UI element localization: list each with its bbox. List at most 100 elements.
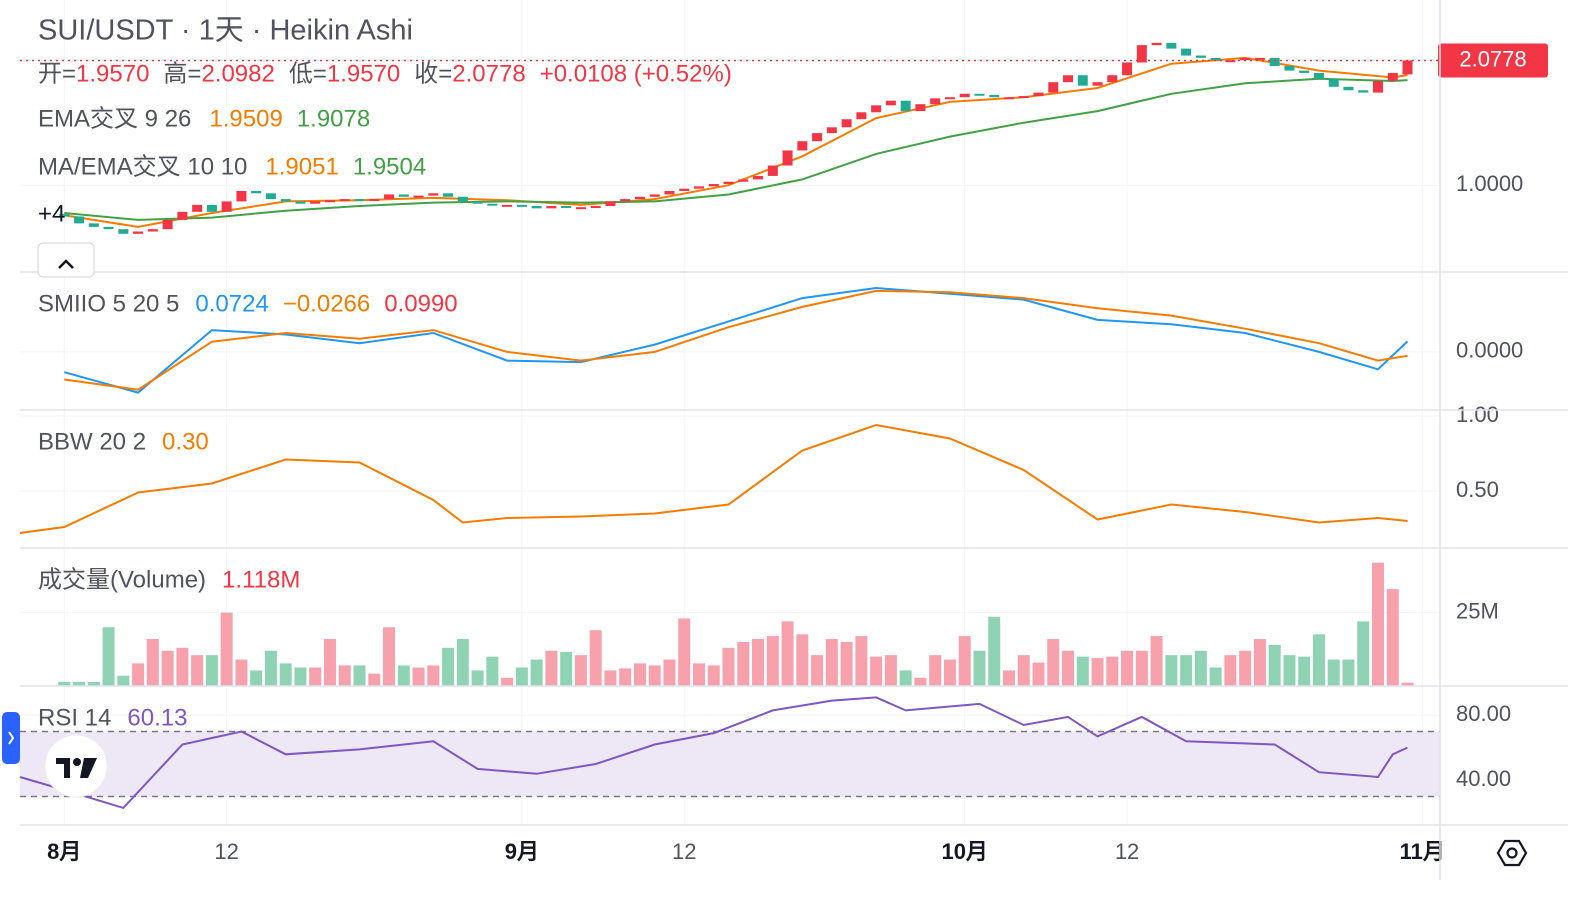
volume-bar — [456, 639, 469, 686]
ohlc-label: 低= — [289, 60, 327, 87]
candle — [133, 231, 144, 234]
candle — [472, 201, 483, 204]
indicator-value: −0.0266 — [283, 290, 370, 317]
y-tick-label: 40.00 — [1456, 766, 1511, 791]
candle — [1254, 57, 1265, 60]
candle — [1018, 96, 1029, 99]
volume-bar — [1268, 644, 1281, 686]
indicator-line — [64, 77, 1408, 221]
volume-bar — [1253, 639, 1266, 686]
candle — [1063, 75, 1074, 83]
logo[interactable] — [44, 734, 108, 798]
candle — [265, 193, 276, 200]
candle — [649, 194, 660, 197]
indicator-value: 1.9051 — [265, 153, 338, 180]
candle — [767, 165, 778, 176]
volume-bar — [737, 641, 750, 686]
volume-bar — [648, 665, 661, 686]
candle — [74, 216, 85, 224]
settings-button[interactable] — [1496, 839, 1528, 867]
volume-bar — [191, 655, 204, 686]
candle — [398, 194, 409, 197]
volume-bar — [176, 647, 189, 686]
candle — [856, 112, 867, 120]
volume-bar — [368, 673, 381, 686]
volume-bar — [604, 670, 617, 686]
last-price-badge — [1438, 43, 1548, 78]
candle — [812, 133, 823, 142]
logo-circle[interactable] — [44, 734, 108, 798]
indicator-name: SMIIO 5 20 5 — [38, 290, 179, 317]
candle — [457, 196, 468, 202]
candle — [1048, 82, 1059, 93]
volume-bar — [294, 667, 307, 686]
candle — [1269, 57, 1280, 66]
volume-bar — [766, 636, 779, 686]
settings-icon[interactable] — [1496, 839, 1528, 867]
volume-bar — [943, 659, 956, 686]
indicator-value: 1.9509 — [209, 105, 282, 132]
indicator-name: EMA交叉 9 26 — [38, 105, 191, 132]
volume-bar — [471, 670, 484, 686]
volume-bar — [929, 655, 942, 686]
candle — [1358, 90, 1369, 93]
candle — [88, 223, 99, 227]
indicator-line — [64, 289, 1408, 391]
candle — [1092, 82, 1103, 86]
candle — [206, 204, 217, 212]
volume-bar — [1283, 655, 1296, 686]
candle — [1343, 86, 1354, 91]
volume-bar — [988, 616, 1001, 686]
volume-bar — [1224, 655, 1237, 686]
volume-bar — [146, 639, 159, 686]
candle — [428, 193, 439, 196]
candle — [1181, 48, 1192, 56]
candle — [339, 199, 350, 202]
y-tick-label: 1.00 — [1456, 402, 1499, 427]
candle — [1299, 70, 1310, 73]
candle — [295, 201, 306, 204]
volume-bar — [811, 655, 824, 686]
y-tick-label: 80.00 — [1456, 701, 1511, 726]
volume-bar — [958, 636, 971, 686]
side-tab-box[interactable] — [2, 712, 20, 764]
volume-bar — [87, 681, 100, 686]
volume-bar — [132, 663, 145, 686]
candle — [1313, 72, 1324, 79]
volume-bar — [973, 650, 986, 686]
ohlc-label: 开= — [38, 60, 76, 87]
volume-bar — [442, 647, 455, 686]
candle — [118, 229, 129, 234]
volume-bar — [707, 665, 720, 686]
side-tab-icon — [8, 731, 15, 745]
candle — [59, 214, 70, 217]
candle — [1151, 42, 1162, 46]
volume-bar — [338, 665, 351, 686]
candle — [1122, 62, 1133, 76]
volume-bar — [914, 677, 927, 686]
side-tab[interactable] — [2, 712, 20, 764]
volume-bar — [1135, 650, 1148, 686]
volume-bar — [1047, 639, 1060, 686]
indicator-line — [19, 423, 1408, 534]
indicator-value: 1.9504 — [353, 153, 426, 180]
volume-bar — [235, 659, 248, 686]
candle — [413, 195, 424, 198]
candle — [1003, 97, 1014, 100]
candle — [384, 194, 395, 200]
volume-bar — [205, 655, 218, 686]
candle — [162, 219, 173, 230]
volume-bar — [1342, 659, 1355, 686]
candle — [324, 200, 335, 203]
x-tick-label: 12 — [672, 839, 696, 864]
collapse-button[interactable] — [37, 242, 95, 278]
volume-bar — [412, 667, 425, 686]
volume-bar — [663, 659, 676, 686]
volume-bar — [781, 621, 794, 686]
candle — [915, 104, 926, 112]
candle — [236, 190, 247, 202]
volume-bar — [1091, 658, 1104, 686]
indicator-value: 0.0724 — [195, 290, 268, 317]
volume-bar — [427, 665, 440, 686]
candle — [531, 206, 542, 209]
